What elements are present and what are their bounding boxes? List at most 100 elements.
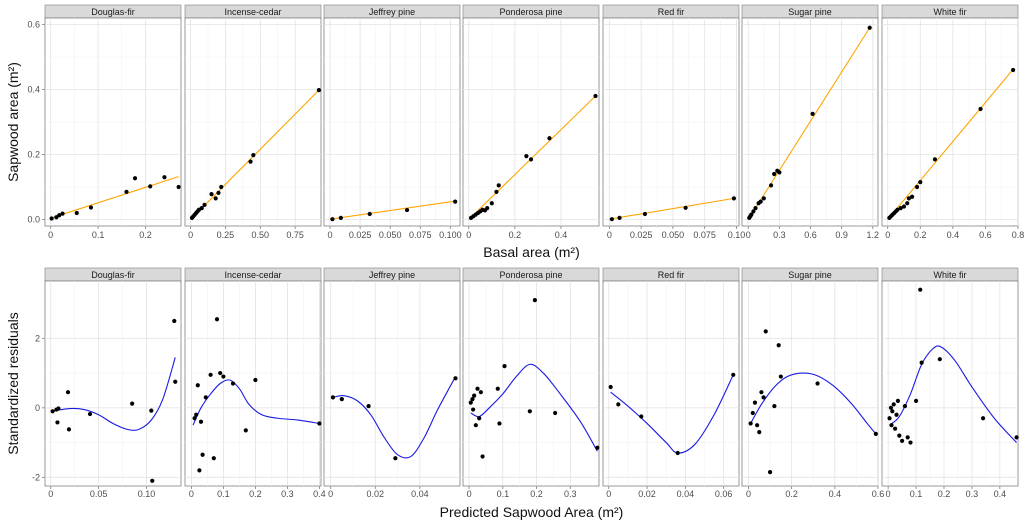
data-point — [918, 287, 923, 292]
data-point — [777, 170, 782, 175]
data-point — [1014, 435, 1019, 440]
smooth-curve — [610, 374, 734, 454]
data-point — [495, 386, 500, 391]
panel-strip-label: Douglas-fir — [91, 7, 135, 17]
x-tick-label: 0.06 — [715, 489, 733, 499]
data-point — [731, 196, 737, 201]
data-point — [755, 423, 760, 428]
x-tick-label: 0 — [746, 489, 751, 499]
data-point — [195, 383, 200, 388]
data-point — [213, 196, 218, 201]
data-point — [753, 206, 758, 211]
data-point — [194, 412, 199, 417]
x-tick-label: 0.2 — [785, 489, 798, 499]
y-tick-label: 0.2 — [27, 150, 40, 160]
data-point — [919, 360, 924, 365]
smooth-curve — [332, 376, 457, 459]
panel-red-fir: Red fir 0 0.025 0.050 0.075 0.10 — [602, 4, 745, 240]
x-tick-label: 0.2 — [509, 230, 522, 240]
data-point — [893, 426, 898, 431]
data-point — [216, 190, 221, 195]
data-point — [475, 386, 480, 391]
x-tick-label: 0.100 — [439, 230, 462, 240]
data-point — [49, 216, 54, 221]
data-point — [731, 372, 736, 377]
data-point — [253, 377, 258, 383]
data-point — [902, 403, 907, 409]
data-point — [502, 364, 507, 369]
data-point — [913, 398, 919, 403]
data-point — [218, 370, 223, 376]
y-tick-label: 0.4 — [27, 85, 40, 95]
data-point — [895, 398, 901, 403]
panel-plot-area — [184, 280, 322, 487]
data-point — [894, 412, 899, 417]
data-point — [887, 416, 892, 421]
data-point — [50, 409, 55, 414]
data-point — [914, 184, 920, 190]
x-tick-label: 0.75 — [286, 230, 304, 240]
data-point — [901, 204, 907, 209]
panel-red-fir: Red fir 0 0.02 0.04 0.06 — [602, 267, 740, 499]
panel-strip-label: Ponderosa pine — [499, 270, 562, 280]
x-tick-label: 0.9 — [835, 230, 848, 240]
x-tick-label: 0 — [466, 230, 471, 240]
data-point — [60, 211, 65, 216]
x-tick-label: 0.04 — [411, 489, 429, 499]
x-tick-label: 0.10 — [138, 489, 156, 499]
data-point — [761, 395, 766, 400]
panel-ponderosa-pine: Ponderosa pine 0 0.1 0.2 0.3 — [462, 267, 600, 499]
data-point — [768, 183, 774, 188]
data-point — [906, 196, 911, 201]
data-point — [593, 93, 598, 99]
x-tick-label: 0.04 — [677, 489, 695, 499]
smooth-curve — [50, 357, 176, 431]
x-tick-label: 0.075 — [693, 230, 716, 240]
data-point — [609, 217, 614, 222]
data-point — [66, 427, 72, 432]
y-axis-title: Sapwood area (m²) — [5, 62, 21, 182]
x-tick-label: 0 — [746, 230, 751, 240]
x-tick-label: 0.6 — [804, 230, 817, 240]
x-tick-label: 0.3 — [281, 489, 294, 499]
data-point — [873, 431, 878, 436]
data-point — [214, 317, 220, 322]
data-point — [485, 206, 490, 211]
panel-strip-label: Red fir — [658, 7, 685, 17]
data-point — [338, 215, 343, 220]
data-point — [918, 180, 923, 185]
data-point — [472, 393, 477, 398]
data-point — [230, 381, 236, 386]
data-point — [489, 201, 494, 206]
data-point — [524, 154, 529, 159]
data-point — [867, 25, 872, 30]
data-point — [316, 88, 322, 93]
x-tick-label: 0.050 — [379, 230, 402, 240]
x-tick-label: 0.02 — [367, 489, 385, 499]
data-point — [895, 207, 900, 212]
data-point — [200, 452, 205, 457]
x-tick-label: 0 — [885, 230, 890, 240]
data-point — [150, 478, 155, 483]
panel-jeffrey-pine: Jeffrey pine 0 0.025 0.050 0.075 0.100 — [323, 4, 462, 240]
panel-strip-label: White fir — [933, 270, 966, 280]
data-point — [815, 381, 820, 386]
data-point — [317, 421, 322, 426]
data-point — [937, 357, 942, 362]
data-point — [617, 215, 622, 220]
data-point — [752, 400, 758, 405]
x-tick-label: 0 — [328, 230, 333, 240]
panel-sugar-pine: Sugar pine 0 0.2 0.4 0.6 — [741, 267, 884, 499]
panel-incense-cedar: Incense-cedar 0 0.25 0.50 0.75 — [184, 4, 322, 240]
data-point — [199, 206, 204, 211]
data-point — [57, 213, 62, 218]
data-point — [527, 409, 532, 414]
x-tick-label: 0 — [467, 489, 472, 499]
panel-plot-area — [323, 280, 461, 487]
fit-line — [50, 176, 179, 219]
data-point — [759, 390, 764, 395]
data-point — [251, 153, 256, 158]
x-tick-label: 0.2 — [914, 230, 927, 240]
data-point — [547, 136, 552, 141]
